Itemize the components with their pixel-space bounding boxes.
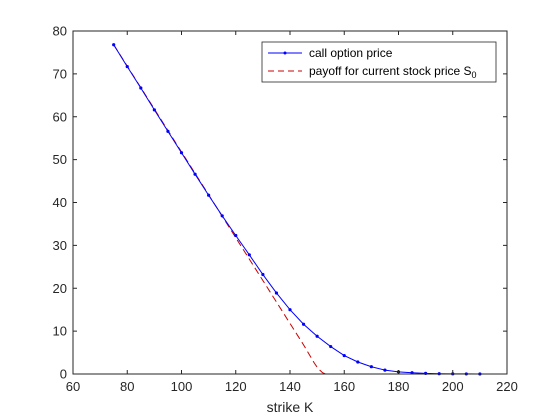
x-axis-label: strike K	[267, 399, 314, 415]
y-tick-label: 20	[53, 281, 67, 296]
data-point-call-option-price	[247, 253, 251, 257]
legend-marker-call-option-price	[283, 51, 287, 55]
data-point-call-option-price	[234, 233, 238, 238]
x-tick-label: 60	[66, 379, 80, 394]
x-tick-label: 160	[333, 379, 355, 394]
data-point-call-option-price	[179, 151, 184, 155]
data-point-call-option-price	[125, 64, 129, 69]
y-tick-label: 60	[53, 109, 67, 124]
x-tick-label: 80	[120, 379, 134, 394]
y-tick-label: 0	[60, 367, 67, 382]
y-tick-label: 80	[53, 24, 67, 39]
data-point-call-option-price	[383, 368, 387, 372]
data-point-call-option-price	[193, 172, 197, 176]
y-tick-label: 10	[53, 324, 67, 339]
legend-label-call-option-price: call option price	[309, 46, 393, 60]
legend: call option price payoff for current sto…	[261, 41, 497, 83]
data-point-call-option-price	[207, 193, 211, 197]
legend-label-payoff-text: payoff for current stock price S	[309, 64, 472, 78]
data-point-call-option-price	[112, 43, 116, 47]
data-point-call-option-price	[139, 86, 143, 90]
data-point-call-option-price	[166, 129, 170, 133]
legend-box	[261, 41, 497, 83]
legend-label-payoff: payoff for current stock price S0	[309, 64, 477, 80]
data-point-call-option-price	[261, 272, 265, 277]
data-point-call-option-price	[315, 334, 319, 338]
legend-label-payoff-subscript: 0	[472, 70, 477, 80]
data-point-call-option-price	[301, 322, 306, 326]
data-point-call-option-price	[342, 353, 346, 358]
axes-background	[73, 31, 507, 374]
x-tick-label: 200	[442, 379, 464, 394]
data-point-call-option-price	[152, 108, 156, 112]
data-point-call-option-price	[288, 308, 292, 312]
y-tick-label: 30	[53, 238, 67, 253]
x-tick-label: 140	[279, 379, 301, 394]
data-point-call-option-price	[356, 360, 360, 364]
y-tick-label: 40	[53, 195, 67, 210]
x-tick-label: 220	[496, 379, 518, 394]
data-point-call-option-price	[329, 344, 333, 349]
x-tick-label: 120	[225, 379, 247, 394]
tick-layer: 60 80 100 120 140 160 180 200 220 0 10 20 30 40 50 60 70…	[53, 24, 518, 395]
x-tick-label: 180	[388, 379, 410, 394]
y-tick-label: 50	[53, 152, 67, 167]
data-point-call-option-price	[274, 291, 279, 295]
series-line-call-option-price	[113, 44, 480, 375]
x-tick-label: 100	[171, 379, 193, 394]
data-point-call-option-price	[369, 365, 373, 369]
data-point-call-option-price	[220, 214, 224, 218]
y-tick-label: 70	[53, 66, 67, 81]
